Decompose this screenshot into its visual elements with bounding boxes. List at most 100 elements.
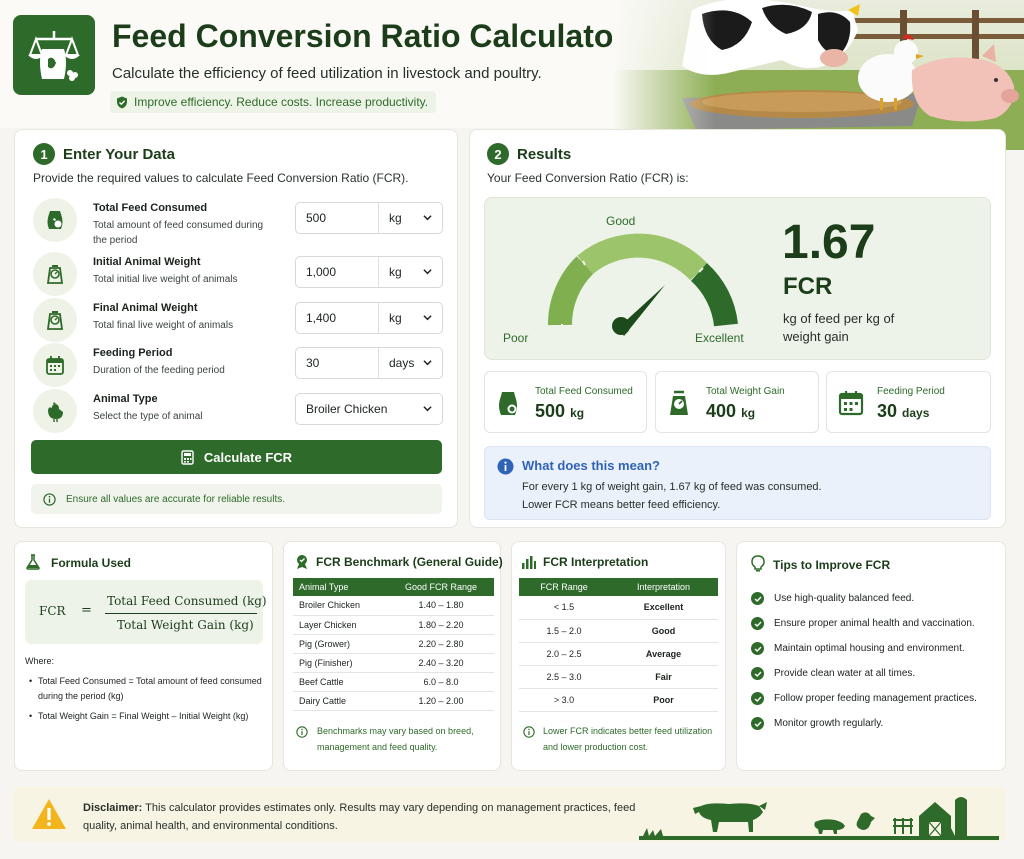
disclaimer-body: This calculator provides estimates only.… (83, 802, 636, 832)
initial-weight-input[interactable]: 1,000 kg (295, 256, 443, 288)
field-help: Total final live weight of animals (93, 320, 234, 331)
info-line: Lower FCR means better feed efficiency. (522, 499, 721, 511)
tip-item: Maintain optimal housing and environment… (751, 642, 965, 655)
interpretation-note: Lower FCR indicates better feed utilizat… (543, 726, 713, 752)
info-line: For every 1 kg of weight gain, 1.67 kg o… (522, 481, 822, 493)
tip-item: Monitor growth regularly. (751, 717, 883, 730)
calculator-icon (181, 449, 194, 465)
tip-item: Ensure proper animal health and vaccinat… (751, 617, 975, 630)
field-label: Feeding Period (93, 347, 173, 359)
tip-text: Provide clean water at all times. (774, 668, 916, 679)
chevron-down-icon (423, 269, 432, 275)
stat-label: Feeding Period (877, 386, 945, 397)
feeding-period-input[interactable]: 30 days (295, 347, 443, 379)
unit-select[interactable]: days (378, 348, 442, 378)
unit-label: kg (389, 211, 402, 225)
field-help: Duration of the feeding period (93, 365, 225, 376)
table-cell: < 1.5 (519, 596, 609, 620)
table-row: Beef Cattle 6.0 – 8.0 (293, 672, 494, 692)
check-circle-icon (751, 717, 764, 730)
gauge-label-excellent: Excellent (695, 331, 744, 345)
chevron-down-icon (423, 360, 432, 366)
fcr-description: kg of feed per kg of weight gain (783, 311, 895, 344)
table-row: > 3.0 Poor (519, 688, 718, 712)
benchmark-title: FCR Benchmark (General Guide) (316, 555, 503, 569)
table-cell: 2.5 – 3.0 (519, 665, 609, 689)
table-header: Interpretation (609, 578, 718, 596)
farm-silhouette-icon (639, 797, 999, 840)
lightbulb-icon (751, 555, 765, 572)
definition-item: Total Weight Gain = Final Weight – Initi… (29, 709, 267, 724)
stat-value: 400 kg (706, 401, 755, 422)
formula-denominator: Total Weight Gain (kg) (117, 618, 254, 632)
field-total-feed: Total Feed Consumed Total amount of feed… (33, 198, 445, 246)
warning-icon (32, 799, 66, 829)
field-initial-weight: Initial Animal Weight Total initial live… (33, 252, 445, 296)
step-number: 1 (33, 143, 55, 165)
interpretation-title: FCR Interpretation (543, 555, 649, 569)
field-help: Total amount of feed consumed during the… (93, 220, 264, 246)
feeding-period-value[interactable]: 30 (306, 356, 320, 370)
page-title: Feed Conversion Ratio Calculator (112, 18, 626, 54)
unit-label: kg (389, 265, 402, 279)
initial-weight-value[interactable]: 1,000 (306, 265, 337, 279)
flask-icon (26, 554, 40, 570)
table-row: Layer Chicken 1.80 – 2.20 (293, 615, 494, 635)
unit-select[interactable]: kg (378, 203, 442, 233)
formula-equals: = (81, 603, 92, 618)
total-feed-value[interactable]: 500 (306, 211, 327, 225)
app-logo (13, 15, 95, 95)
tip-item: Use high-quality balanced feed. (751, 592, 914, 605)
stat-feeding-period: Feeding Period 30 days (826, 371, 991, 433)
unit-select[interactable]: kg (378, 303, 442, 333)
table-cell: 1.80 – 2.20 (388, 615, 494, 635)
tagline-badge: Improve efficiency. Reduce costs. Increa… (110, 91, 437, 113)
table-cell: 2.20 – 2.80 (388, 634, 494, 654)
feed-bag-icon (33, 198, 77, 242)
tip-item: Provide clean water at all times. (751, 667, 915, 680)
results-card: 2 Results Your Feed Conversion Ratio (FC… (469, 129, 1006, 528)
field-label: Animal Type (93, 393, 158, 405)
award-badge-icon (297, 555, 307, 569)
unit-label: kg (389, 311, 402, 325)
table-cell: > 3.0 (519, 688, 609, 712)
chevron-down-icon (423, 406, 432, 412)
livestock-hero-image (612, 0, 1024, 150)
table-cell: Pig (Finisher) (293, 653, 388, 673)
table-row: < 1.5 Excellent (519, 596, 718, 620)
header: Feed Conversion Ratio Calculator Calcula… (0, 0, 1024, 150)
field-feeding-period: Feeding Period Duration of the feeding p… (33, 343, 445, 387)
accuracy-note-text: Ensure all values are accurate for relia… (66, 493, 285, 505)
check-circle-icon (751, 592, 764, 605)
calculate-fcr-button[interactable]: Calculate FCR (31, 440, 442, 474)
table-cell: Good (609, 619, 718, 643)
tagline-text: Improve efficiency. Reduce costs. Increa… (134, 95, 429, 109)
formula-lhs: FCR (39, 604, 66, 618)
definition-item: Total Feed Consumed = Total amount of fe… (29, 674, 267, 704)
final-weight-value[interactable]: 1,400 (306, 311, 337, 325)
table-cell: Excellent (609, 596, 718, 620)
total-feed-input[interactable]: 500 kg (295, 202, 443, 234)
field-help: Select the type of animal (93, 411, 203, 422)
formula-card: Formula Used FCR = Total Feed Consumed (… (14, 541, 273, 771)
field-label: Final Animal Weight (93, 302, 198, 314)
stat-label: Total Feed Consumed (535, 386, 633, 397)
table-cell: Poor (609, 688, 718, 712)
table-cell: Average (609, 642, 718, 666)
fraction-bar (105, 613, 257, 614)
table-row: 2.0 – 2.5 Average (519, 642, 718, 666)
tip-item: Follow proper feeding management practic… (751, 692, 977, 705)
check-circle-icon (751, 617, 764, 630)
tip-text: Use high-quality balanced feed. (774, 593, 915, 604)
tips-card: Tips to Improve FCR Use high-quality bal… (736, 541, 1006, 771)
field-label: Total Feed Consumed (93, 202, 208, 214)
table-row: Dairy Cattle 1.20 – 2.00 (293, 691, 494, 711)
disclaimer-text: Disclaimer: This calculator provides est… (83, 799, 643, 835)
animal-type-select[interactable]: Broiler Chicken (295, 393, 443, 425)
tip-text: Monitor growth regularly. (774, 718, 884, 729)
final-weight-input[interactable]: 1,400 kg (295, 302, 443, 334)
unit-label: days (389, 356, 415, 370)
unit-select[interactable]: kg (378, 257, 442, 287)
section-title: Enter Your Data (63, 146, 175, 163)
stat-unit: kg (741, 406, 756, 420)
